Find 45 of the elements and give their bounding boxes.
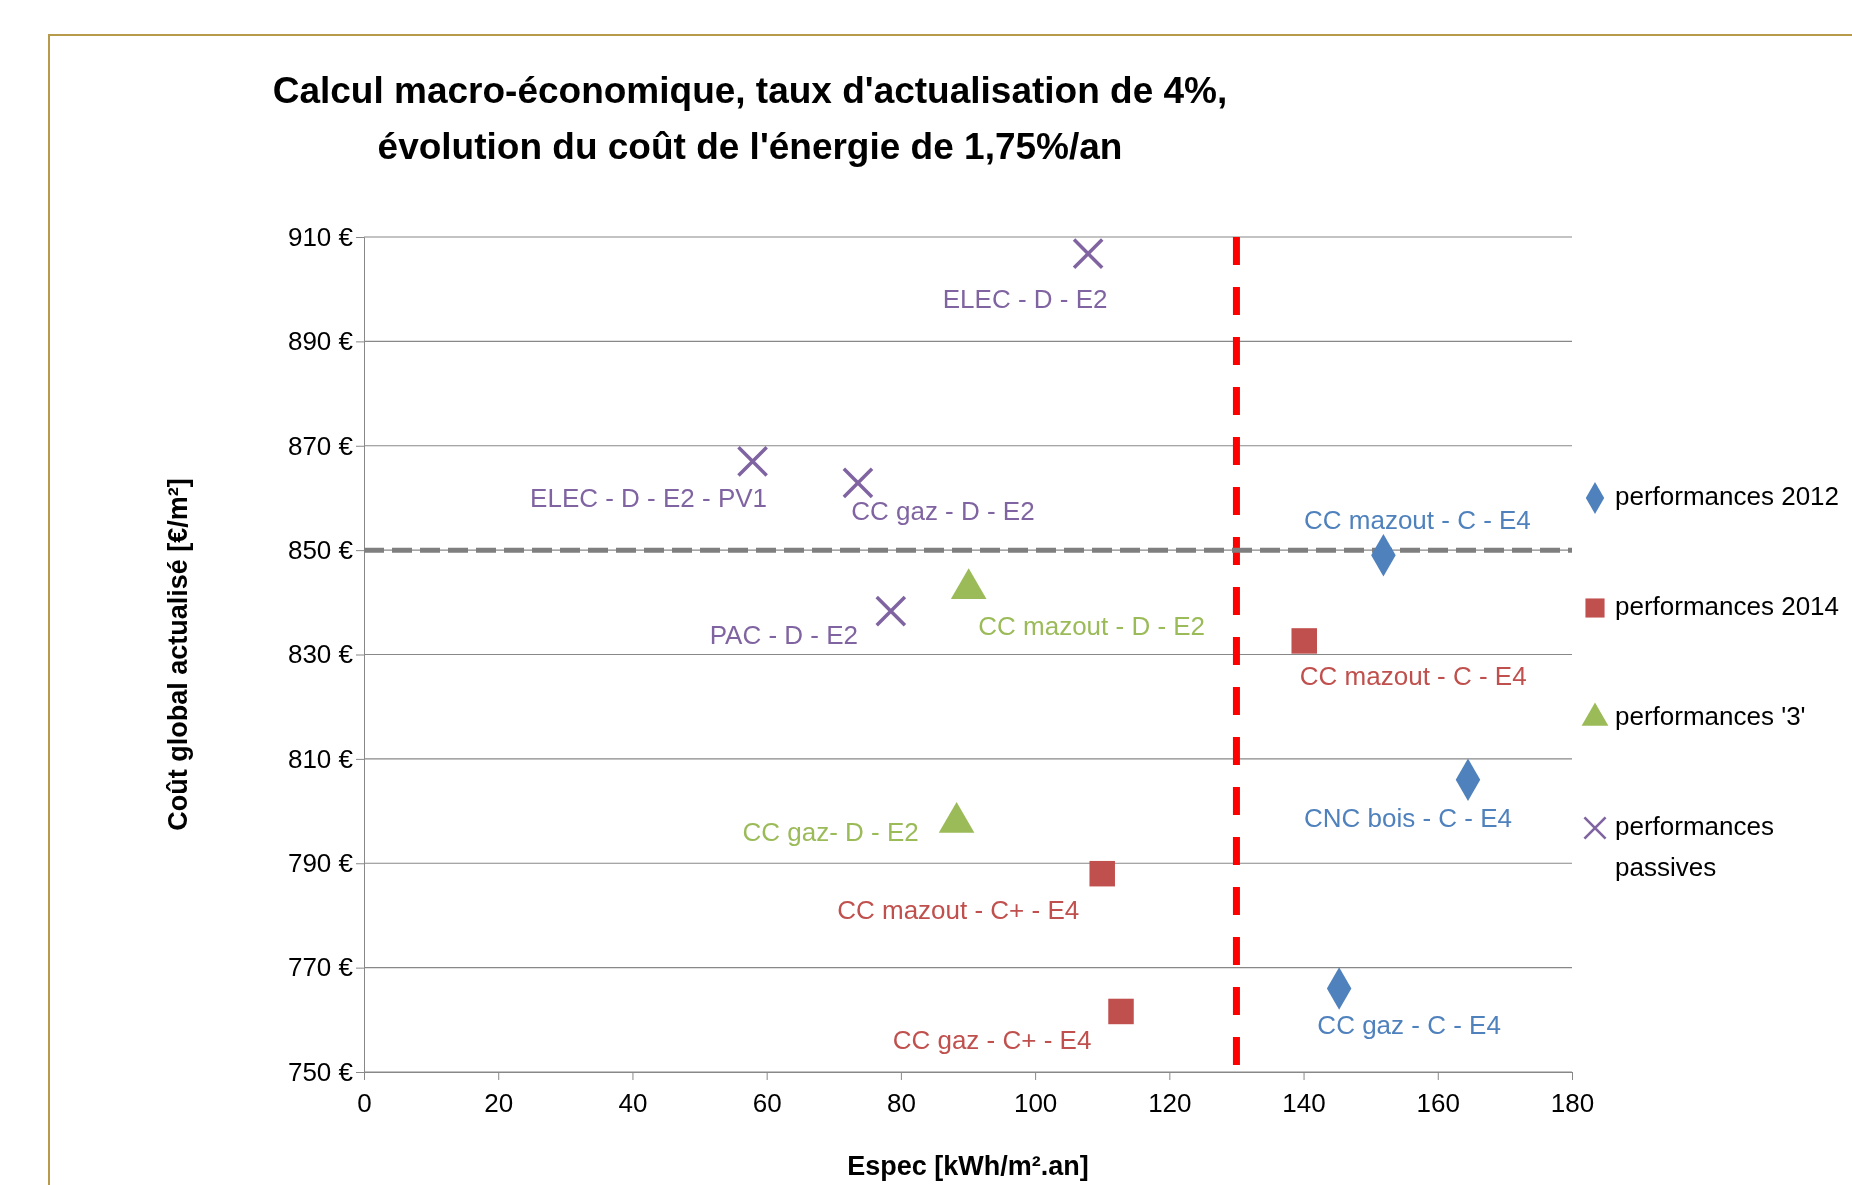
legend-label: performances passives [1615, 810, 1774, 882]
y-tick-label: 790 € [287, 848, 354, 879]
data-label: CC mazout - C+ - E4 [837, 894, 1080, 925]
y-tick-label: 850 € [287, 534, 354, 565]
legend-label: performances 2014 [1615, 590, 1840, 621]
y-tick-label: 870 € [287, 430, 354, 461]
legend-label: performances 2012 [1615, 480, 1840, 511]
point [1089, 860, 1115, 887]
y-tick-label: 770 € [287, 952, 354, 983]
data-label: CC gaz - C+ - E4 [892, 1025, 1092, 1056]
point [842, 466, 874, 499]
y-tick-label: 830 € [287, 639, 354, 670]
x-tick-label: 40 [618, 1087, 648, 1118]
x-tick-label: 80 [886, 1087, 916, 1118]
x-tick-label: 20 [484, 1087, 514, 1118]
legend-label: performances '3' [1615, 700, 1806, 731]
x-tick-label: 160 [1416, 1087, 1460, 1118]
point [874, 595, 907, 628]
x-tick-label: 0 [357, 1087, 372, 1118]
y-tick-label: 910 € [287, 221, 354, 252]
data-label: ELEC - D - E2 [942, 283, 1108, 314]
x-tick-label: 120 [1148, 1087, 1192, 1118]
y-tick-label: 810 € [287, 743, 354, 774]
point [1108, 998, 1134, 1025]
data-label: CC mazout - C - E4 [1299, 660, 1527, 691]
x-axis-title: Espec [kWh/m².an] [847, 1151, 1089, 1181]
data-label: ELEC - D - E2 - PV1 [530, 483, 768, 514]
data-label: CNC bois - C - E4 [1303, 802, 1512, 833]
point [1291, 628, 1317, 654]
x-tick-label: 180 [1550, 1087, 1595, 1118]
data-label: CC mazout - C - E4 [1304, 505, 1531, 536]
y-tick-label: 890 € [287, 326, 354, 357]
data-label: CC gaz- D - E2 [742, 817, 919, 848]
x-tick-label: 100 [1013, 1087, 1058, 1118]
data-label: PAC - D - E2 [709, 620, 858, 651]
chart-title: Calcul macro-économique, taux d'actualisation de 4%, évolution du coût de l'énergie de 1,75%/an [272, 70, 1228, 167]
x-tick-label: 140 [1282, 1087, 1326, 1118]
y-tick-label: 750 € [287, 1056, 354, 1087]
x-tick-label: 60 [752, 1087, 782, 1118]
data-label: CC mazout - D - E2 [978, 610, 1206, 641]
data-label: CC gaz - C - E4 [1317, 1010, 1501, 1041]
y-axis-title: Coût global actualisé [€/m²] [163, 478, 193, 831]
point [1072, 237, 1104, 270]
data-label: CC gaz - D - E2 [851, 495, 1035, 526]
point [736, 445, 769, 478]
